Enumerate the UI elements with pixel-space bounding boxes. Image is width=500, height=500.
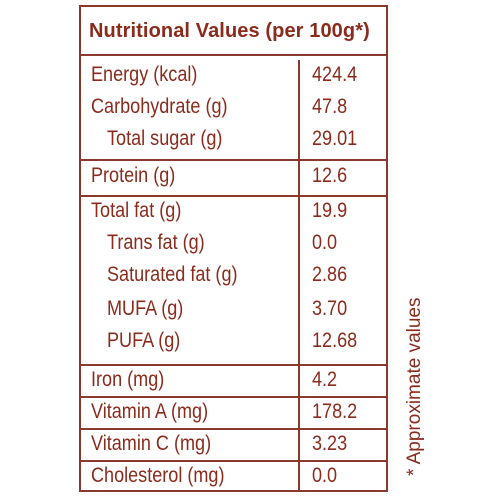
- row-divider: [81, 428, 386, 430]
- row-label-protein: Protein (g): [91, 164, 176, 187]
- row-label-mufa: MUFA (g): [107, 297, 184, 320]
- row-label-pufa: PUFA (g): [107, 329, 181, 352]
- row-label-iron: Iron (mg): [91, 368, 165, 391]
- row-value-energy: 424.4: [312, 63, 358, 86]
- row-label-trans-fat: Trans fat (g): [107, 231, 205, 254]
- row-value-protein: 12.6: [312, 164, 348, 187]
- row-value-total-sugar: 29.01: [312, 127, 358, 150]
- row-value-vitamin-c: 3.23: [312, 432, 348, 455]
- row-divider: [81, 396, 386, 398]
- row-value-pufa: 12.68: [312, 329, 358, 352]
- row-value-trans-fat: 0.0: [312, 231, 338, 254]
- approximate-values-note: * Approximate values: [404, 297, 425, 477]
- row-value-cholesterol: 0.0: [312, 464, 338, 487]
- row-label-vitamin-a: Vitamin A (mg): [91, 400, 209, 423]
- table-title: Nutritional Values (per 100g*): [81, 7, 386, 56]
- row-label-cholesterol: Cholesterol (mg): [91, 464, 225, 487]
- row-divider: [81, 159, 386, 161]
- row-value-mufa: 3.70: [312, 297, 348, 320]
- row-label-total-sugar: Total sugar (g): [107, 127, 223, 150]
- row-value-iron: 4.2: [312, 368, 338, 391]
- row-label-total-fat: Total fat (g): [91, 199, 182, 222]
- row-divider: [81, 195, 386, 197]
- row-label-saturated-fat: Saturated fat (g): [107, 263, 238, 286]
- row-divider: [81, 460, 386, 462]
- row-value-vitamin-a: 178.2: [312, 400, 358, 423]
- row-label-vitamin-c: Vitamin C (mg): [91, 432, 212, 455]
- row-value-carbohydrate: 47.8: [312, 95, 348, 118]
- row-label-energy: Energy (kcal): [91, 63, 198, 86]
- row-divider: [81, 364, 386, 366]
- column-divider: [298, 60, 300, 490]
- row-label-carbohydrate: Carbohydrate (g): [91, 95, 228, 118]
- row-value-total-fat: 19.9: [312, 199, 348, 222]
- nutrition-table: Nutritional Values (per 100g*) Energy (k…: [79, 5, 388, 492]
- row-value-saturated-fat: 2.86: [312, 263, 348, 286]
